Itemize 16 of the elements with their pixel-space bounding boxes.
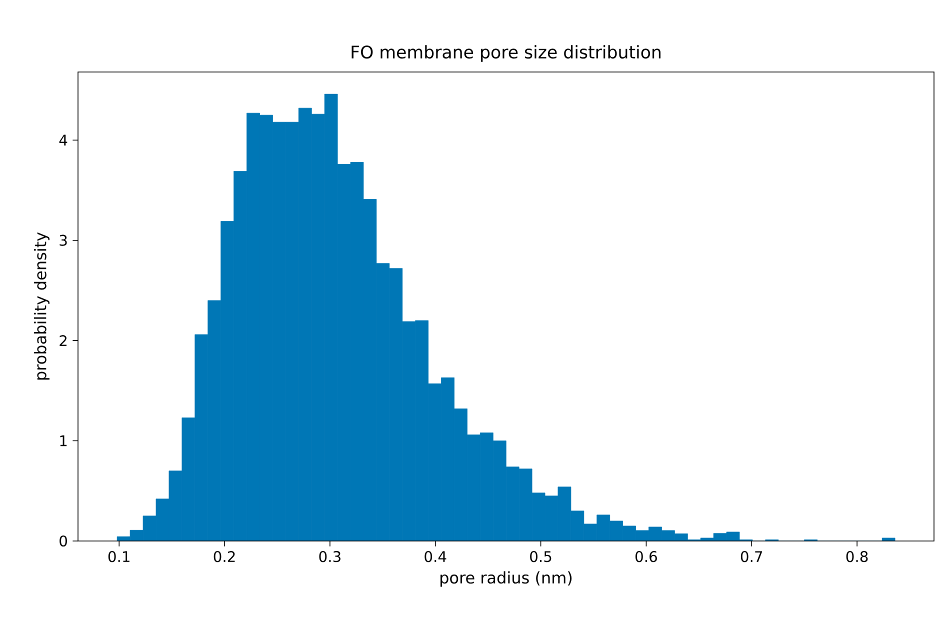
x-tick-label: 0.3 (319, 551, 340, 562)
x-tick-label: 0.4 (424, 551, 446, 562)
x-tick-label: 0.7 (740, 551, 762, 562)
x-tick-label: 0.2 (214, 551, 235, 562)
y-tick-label: 2 (60, 335, 66, 346)
y-axis-title: probability density (34, 232, 50, 380)
y-tick-label: 4 (59, 134, 68, 146)
x-tick-label: 0.8 (846, 551, 868, 562)
y-tick-label: 0 (60, 535, 67, 547)
x-tick-label: 0.6 (636, 551, 657, 562)
y-tick-label: 1 (60, 435, 67, 446)
x-axis-title: pore radius (nm) (440, 571, 572, 587)
x-tick-label: 0.1 (108, 551, 130, 562)
y-tick-label: 3 (60, 234, 67, 246)
chart-title: FO membrane pore size distribution (352, 45, 660, 62)
x-tick-label: 0.5 (530, 551, 552, 562)
